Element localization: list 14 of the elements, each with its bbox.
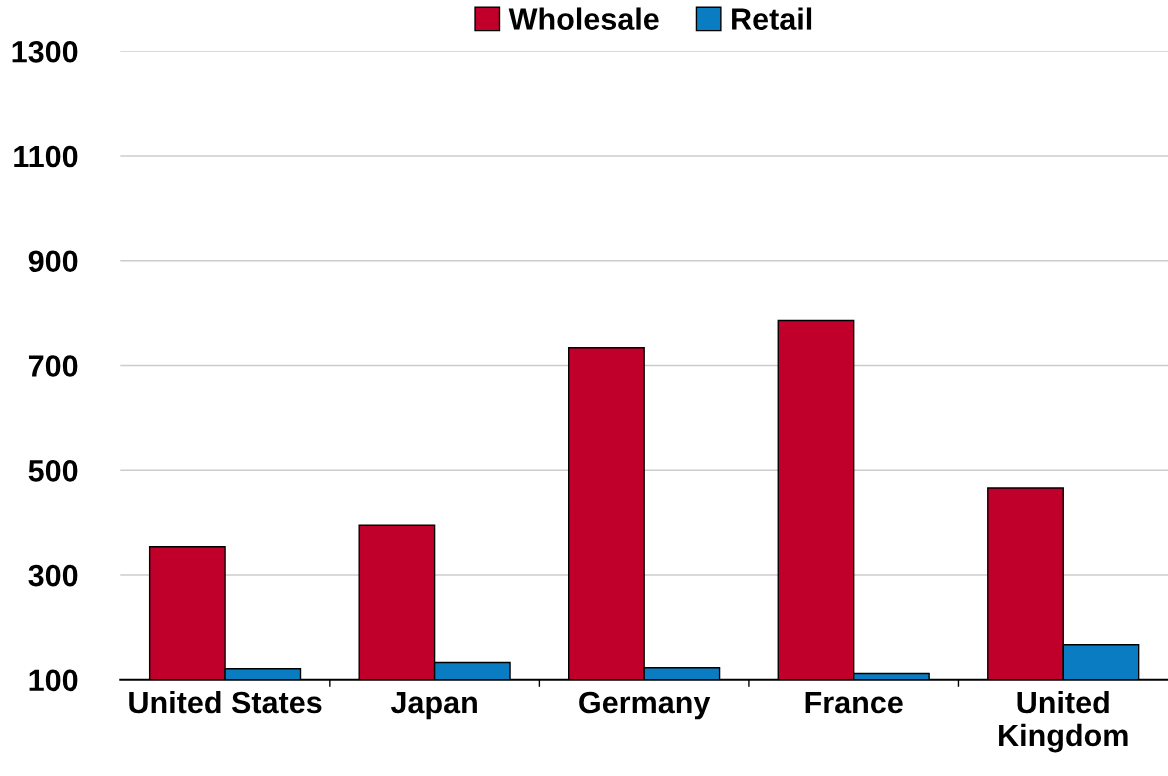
- x-tick-label: United Kingdom: [999, 690, 1128, 753]
- y-tick-label: 100: [29, 669, 78, 692]
- x-tick-label: France: [805, 692, 903, 714]
- y-tick-label: 1300: [12, 40, 78, 63]
- y-tick-label: 300: [28, 564, 78, 587]
- y-tick-label: 1100: [14, 145, 78, 168]
- legend-label: Wholesale: [508, 7, 659, 30]
- y-tick-label: 500: [28, 459, 78, 482]
- y-tick-label: 900: [28, 250, 78, 273]
- legend-label: Retail: [732, 7, 812, 30]
- x-tick-label: United States: [129, 690, 322, 714]
- x-tick-label: Germany: [579, 691, 711, 720]
- x-tick-label: Japan: [390, 692, 477, 720]
- y-tick-label: 700: [28, 355, 78, 377]
